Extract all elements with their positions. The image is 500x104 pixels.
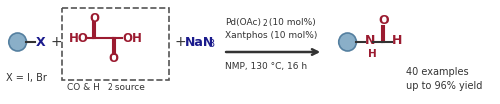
Text: (10 mol%): (10 mol%) — [266, 17, 316, 27]
Text: HO: HO — [68, 32, 88, 45]
Text: 40 examples: 40 examples — [406, 67, 469, 77]
Text: N: N — [365, 35, 376, 48]
Text: +: + — [174, 35, 186, 49]
Text: NaN: NaN — [185, 35, 214, 48]
Text: O: O — [89, 12, 99, 25]
Text: NMP, 130 °C, 16 h: NMP, 130 °C, 16 h — [225, 61, 308, 71]
Text: H: H — [392, 35, 402, 48]
Text: +: + — [51, 35, 62, 49]
Text: H: H — [368, 49, 377, 59]
Text: up to 96% yield: up to 96% yield — [406, 81, 482, 91]
Text: Xantphos (10 mol%): Xantphos (10 mol%) — [225, 32, 318, 40]
Text: CO & H: CO & H — [66, 84, 100, 92]
Circle shape — [338, 33, 356, 51]
Text: O: O — [379, 14, 390, 27]
Circle shape — [9, 33, 26, 51]
Text: O: O — [108, 51, 118, 64]
FancyBboxPatch shape — [62, 8, 170, 80]
Text: 2: 2 — [262, 20, 267, 28]
Text: OH: OH — [122, 32, 142, 45]
Text: 2: 2 — [108, 84, 112, 92]
Text: source: source — [112, 84, 144, 92]
Text: 3: 3 — [208, 39, 214, 49]
Text: X = I, Br: X = I, Br — [6, 73, 46, 83]
Text: Pd(OAc): Pd(OAc) — [225, 17, 261, 27]
Text: X: X — [36, 35, 46, 48]
